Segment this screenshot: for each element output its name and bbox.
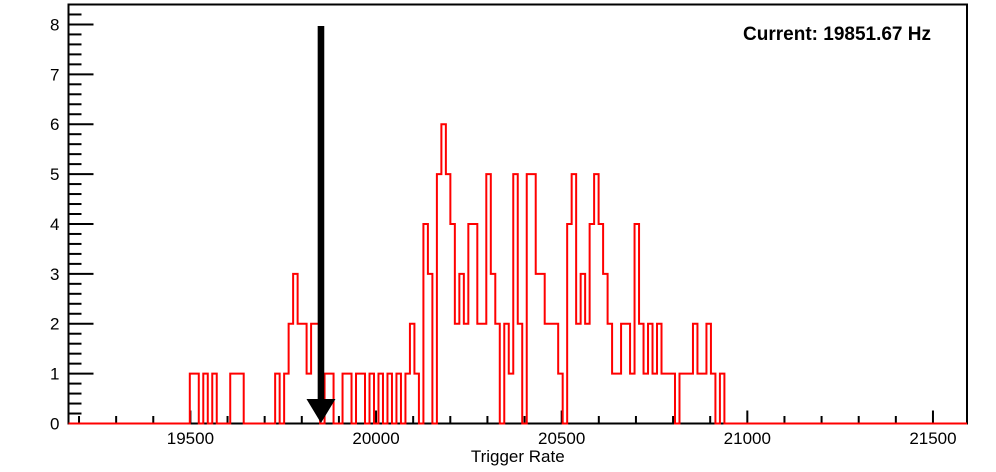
- x-tick-label: 21500: [909, 429, 956, 448]
- histogram-series: [68, 123, 967, 425]
- y-tick-label: 4: [50, 215, 59, 234]
- y-tick-label: 0: [50, 415, 59, 434]
- x-tick-label: 20500: [538, 429, 585, 448]
- x-tick-label: 21000: [724, 429, 771, 448]
- y-tick-label: 1: [50, 365, 59, 384]
- arrow-head-icon: [306, 399, 336, 423]
- x-axis-labels: 19500 20000 20500 21000 21500: [167, 429, 957, 448]
- x-axis-title: Trigger Rate: [471, 447, 565, 466]
- y-tick-label: 8: [50, 15, 59, 34]
- x-tick-label: 20000: [352, 429, 399, 448]
- y-tick-label: 3: [50, 265, 59, 284]
- plot-frame: [67, 3, 968, 425]
- y-axis-labels: 0 1 2 3 4 5 6 7 8: [50, 15, 59, 433]
- y-tick-label: 6: [50, 115, 59, 134]
- current-rate-label: Current: 19851.67 Hz: [743, 24, 931, 45]
- x-tick-label: 19500: [167, 429, 214, 448]
- y-axis-ticks: [69, 13, 94, 425]
- current-rate-arrow: [306, 26, 336, 423]
- arrow-shaft: [317, 26, 325, 400]
- y-tick-label: 2: [50, 315, 59, 334]
- y-tick-label: 5: [50, 165, 59, 184]
- y-tick-label: 7: [50, 65, 59, 84]
